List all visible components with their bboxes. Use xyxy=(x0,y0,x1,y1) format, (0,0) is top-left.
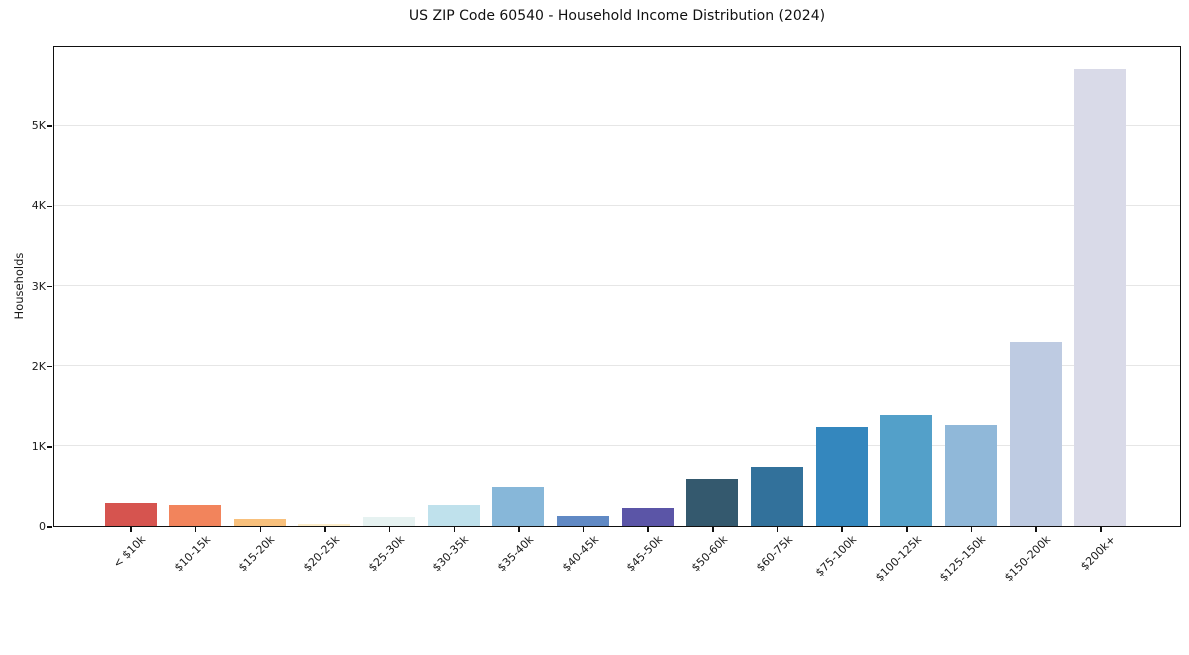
chart-figure: US ZIP Code 60540 - Household Income Dis… xyxy=(12,8,1181,585)
x-tick-mark xyxy=(647,527,649,532)
bar-60-75k xyxy=(751,467,803,526)
x-tick-label: $20-25k xyxy=(300,533,343,575)
x-tick-mark xyxy=(259,527,262,532)
y-gridline xyxy=(54,445,1180,447)
x-tick-label: $75-100k xyxy=(813,533,860,580)
y-tick-label: 1K xyxy=(31,439,46,453)
bar-150-200k xyxy=(1009,342,1062,526)
x-tick-mark xyxy=(1035,527,1037,532)
plot-area xyxy=(53,46,1181,527)
x-tick-label: $40-45k xyxy=(559,533,601,575)
x-tick-mark xyxy=(388,527,391,532)
x-tick-mark xyxy=(130,527,132,532)
x-tick-mark xyxy=(906,527,908,532)
x-tick-mark xyxy=(776,527,779,532)
bar-10k xyxy=(104,502,157,526)
y-tick-label: 3K xyxy=(31,279,46,293)
y-gridline xyxy=(54,204,1180,206)
x-tick-mark xyxy=(841,527,843,532)
y-tick-mark xyxy=(47,125,52,127)
bar-125-150k xyxy=(944,424,997,526)
bar-20-25k xyxy=(298,523,351,526)
x-tick-mark xyxy=(518,527,520,532)
y-tick-label: 5K xyxy=(31,119,46,133)
x-tick-label: $15-20k xyxy=(236,533,278,575)
x-tick-label: $10-15k xyxy=(171,533,213,575)
x-tick-label: $50-60k xyxy=(688,533,731,575)
bar-35-40k xyxy=(492,486,545,526)
x-tick-mark xyxy=(453,527,455,532)
bar-45-50k xyxy=(621,507,674,526)
bar-25-30k xyxy=(363,517,416,526)
y-gridline xyxy=(54,124,1180,126)
x-tick-label: $35-40k xyxy=(494,533,537,575)
x-tick-label: $200k+ xyxy=(1077,533,1118,574)
bar-100-125k xyxy=(880,414,933,526)
bar-40-45k xyxy=(557,516,610,526)
x-tick-label: $25-30k xyxy=(365,533,407,575)
x-tick-mark xyxy=(324,527,326,532)
x-tick-label: $125-150k xyxy=(937,533,989,585)
x-tick-mark xyxy=(1100,527,1102,532)
bar-30-35k xyxy=(427,505,480,526)
y-tick-mark xyxy=(47,365,52,368)
bar-10-15k xyxy=(169,505,222,526)
y-tick-label: 4K xyxy=(31,199,46,213)
y-tick-label: 0 xyxy=(39,520,46,533)
x-tick-mark xyxy=(712,527,714,532)
bar-200k+ xyxy=(1074,69,1127,526)
y-gridline xyxy=(54,285,1180,286)
bar-15-20k xyxy=(233,519,286,526)
y-tick-mark xyxy=(47,205,52,208)
y-tick-mark xyxy=(47,526,52,528)
x-tick-label: $60-75k xyxy=(753,533,795,575)
y-tick-mark xyxy=(47,446,52,448)
x-tick-label: < $10k xyxy=(110,533,149,571)
x-tick-label: $150-200k xyxy=(1002,533,1054,585)
y-gridline xyxy=(54,365,1180,367)
x-tick-mark xyxy=(194,527,197,532)
x-tick-label: $30-35k xyxy=(430,533,472,575)
bar-75-100k xyxy=(815,426,868,526)
y-tick-label: 2K xyxy=(31,359,46,373)
x-tick-mark xyxy=(970,527,973,532)
x-tick-label: $45-50k xyxy=(624,533,666,575)
chart-title: US ZIP Code 60540 - Household Income Dis… xyxy=(408,8,826,24)
bar-50-60k xyxy=(686,478,739,526)
x-tick-label: $100-125k xyxy=(872,533,924,585)
x-tick-mark xyxy=(582,527,585,532)
y-tick-mark xyxy=(47,285,52,288)
